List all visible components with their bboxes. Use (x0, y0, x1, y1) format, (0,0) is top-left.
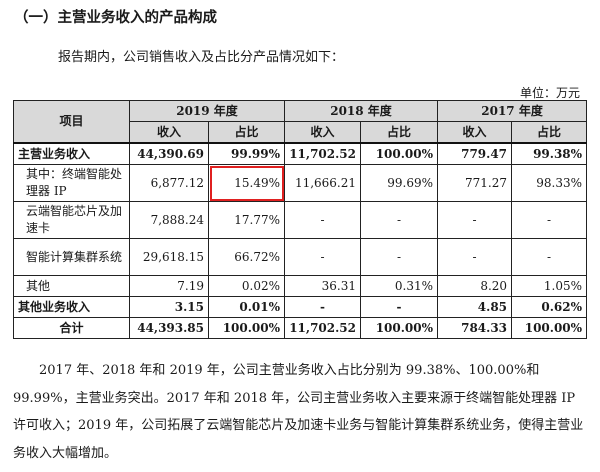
cell: 11,666.21 (284, 164, 362, 202)
cell: 4.85 (437, 296, 513, 318)
table-row: 其中：终端智能处理器 IP 6,877.12 15.49% 11,666.21 … (13, 164, 588, 202)
cell: 99.69% (360, 164, 439, 202)
row-label: 合计 (13, 317, 130, 339)
cell: 11,702.52 (284, 317, 362, 339)
row-label: 其他 (13, 275, 130, 297)
table-row: 其他 7.19 0.02% 36.31 0.31% 8.20 1.05% (13, 275, 588, 297)
cell: 0.62% (511, 296, 588, 318)
cell: 29,618.15 (129, 238, 209, 276)
cell: - (511, 201, 588, 239)
cell: - (284, 238, 362, 276)
row-label: 其他业务收入 (13, 296, 130, 318)
cell: 6,877.12 (129, 164, 209, 202)
row-label: 智能计算集群系统 (13, 238, 130, 276)
cell: 3.15 (129, 296, 209, 318)
cell: 100.00% (511, 317, 588, 339)
col-header-2017: 2017 年度 (437, 100, 588, 122)
cell: 784.33 (437, 317, 513, 339)
cell: 44,393.85 (129, 317, 209, 339)
cell: - (511, 238, 588, 276)
cell: 7,888.24 (129, 201, 209, 239)
cell: - (284, 296, 362, 318)
cell: - (284, 201, 362, 239)
col-header-2019: 2019 年度 (128, 100, 286, 122)
cell: - (437, 201, 513, 239)
cell: 779.47 (437, 142, 513, 165)
cell: 99.38% (511, 142, 588, 165)
table-row: 智能计算集群系统 29,618.15 66.72% - - - - (13, 238, 588, 276)
cell: 66.72% (207, 238, 286, 276)
table-row: 主营业务收入 44,390.69 99.99% 11,702.52 100.00… (13, 142, 588, 165)
cell: 0.01% (207, 296, 286, 318)
revenue-table: 项目 2019 年度 2018 年度 2017 年度 收入 占比 收入 占比 收… (13, 100, 588, 339)
row-label: 云端智能芯片及加速卡 (13, 201, 130, 239)
cell: - (360, 201, 439, 239)
sub-header: 占比 (511, 121, 588, 144)
cell: 98.33% (511, 164, 588, 202)
sub-header: 占比 (207, 121, 286, 144)
highlighted-cell: 15.49% (207, 164, 286, 202)
cell: 100.00% (207, 317, 286, 339)
col-header-item: 项目 (13, 100, 130, 144)
sub-header: 收入 (437, 121, 513, 144)
col-header-2018: 2018 年度 (284, 100, 439, 122)
cell: 44,390.69 (129, 142, 209, 165)
cell: 771.27 (437, 164, 513, 202)
unit-label: 单位：万元 (519, 86, 580, 100)
cell: 36.31 (284, 275, 362, 297)
section-heading: （一）主营业务收入的产品构成 (14, 10, 217, 26)
summary-paragraph: 2017 年、2018 年和 2019 年，公司主营业务收入占比分别为 99.3… (13, 363, 584, 461)
cell: 7.19 (129, 275, 209, 297)
intro-text: 报告期内，公司销售收入及占比分产品情况如下： (58, 50, 345, 65)
sub-header: 收入 (284, 121, 362, 144)
sub-header: 占比 (360, 121, 439, 144)
sub-header: 收入 (129, 121, 209, 144)
cell: 100.00% (360, 317, 439, 339)
table-row: 云端智能芯片及加速卡 7,888.24 17.77% - - - - (13, 201, 588, 239)
cell: - (360, 238, 439, 276)
cell: 8.20 (437, 275, 513, 297)
row-label: 其中：终端智能处理器 IP (13, 164, 130, 202)
cell: 0.31% (360, 275, 439, 297)
table-row-total: 合计 44,393.85 100.00% 11,702.52 100.00% 7… (13, 317, 588, 339)
cell: - (360, 296, 439, 318)
cell: 11,702.52 (284, 142, 362, 165)
table-row: 其他业务收入 3.15 0.01% - - 4.85 0.62% (13, 296, 588, 318)
cell: 17.77% (207, 201, 286, 239)
cell: 99.99% (207, 142, 286, 165)
row-label: 主营业务收入 (13, 142, 130, 165)
cell: 1.05% (511, 275, 588, 297)
cell: 0.02% (207, 275, 286, 297)
header-row-sub: 收入 占比 收入 占比 收入 占比 (14, 121, 588, 144)
cell: 100.00% (360, 142, 439, 165)
header-row-years: 项目 2019 年度 2018 年度 2017 年度 (13, 100, 588, 144)
cell: - (437, 238, 513, 276)
